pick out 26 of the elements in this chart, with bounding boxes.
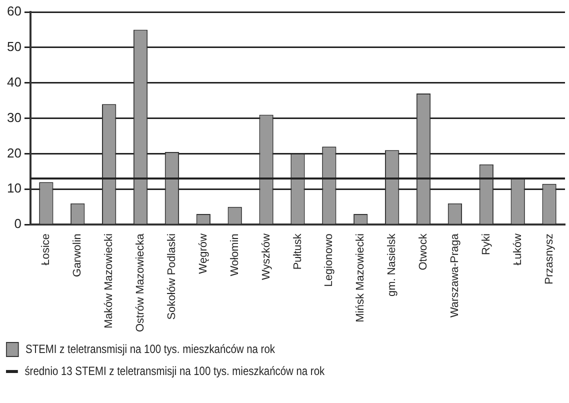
- y-tick-label: 0: [14, 216, 22, 232]
- x-tick-label: gm. Nasielsk: [386, 233, 398, 297]
- y-tick-label: 50: [6, 39, 22, 54]
- x-tick-label: Łuków: [512, 234, 524, 266]
- y-tick-label: 40: [6, 74, 22, 90]
- x-tick-label: Mińsk Mazowiecki: [354, 234, 367, 322]
- x-tick-label: Pułtusk: [292, 233, 304, 270]
- legend-label: STEMI z teletransmisji na 100 tys. mieszkańców na rok: [26, 342, 275, 356]
- x-tick-label: Ostrów Mazowiecka: [134, 232, 147, 332]
- y-tick-label: 10: [6, 180, 22, 196]
- x-tick-label: Wyszków: [260, 234, 272, 280]
- x-tick-label: Węgrów: [197, 234, 210, 274]
- y-tick-label: 20: [6, 145, 22, 160]
- x-tick-label: Sokołów Podlaski: [166, 234, 178, 320]
- x-tick-label: Maków Mazowiecki: [103, 234, 116, 328]
- x-tick-label: Przasnysz: [543, 234, 556, 284]
- x-tick-label: Otwock: [418, 233, 430, 270]
- x-tick-label: Wołomin: [228, 234, 241, 276]
- y-tick-label: 60: [6, 4, 22, 19]
- x-tick-label: Legionowo: [323, 234, 336, 287]
- y-tick-label: 30: [6, 110, 22, 125]
- legend-label: średnio 13 STEMI z teletransmisji na 100 tys. mieszkańców na rok: [24, 364, 325, 378]
- x-tick-label: Łosice: [40, 234, 52, 266]
- x-tick-label: Ryki: [480, 234, 492, 255]
- x-tick-label: Warszawa-Praga: [448, 232, 461, 318]
- x-tick-label: Garwolin: [72, 234, 84, 277]
